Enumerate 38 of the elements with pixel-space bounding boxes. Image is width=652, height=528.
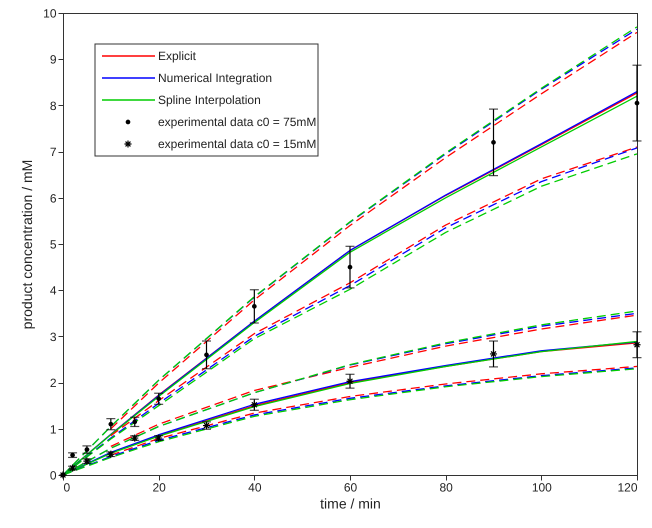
legend-label: Explicit <box>158 49 197 63</box>
y-tick-label: 10 <box>43 6 57 20</box>
point <box>348 264 352 270</box>
y-tick-label: 1 <box>50 422 57 436</box>
x-tick-label: 100 <box>532 480 552 494</box>
y-tick-label: 2 <box>50 376 57 390</box>
x-tick-label: 40 <box>248 480 262 494</box>
legend-label: Numerical Integration <box>158 71 272 85</box>
y-tick-label: 0 <box>50 468 57 482</box>
x-tick-label: 60 <box>344 480 358 494</box>
y-tick-label: 7 <box>50 145 57 160</box>
point <box>634 100 640 106</box>
y-axis-title: product concentration / mM <box>19 160 36 330</box>
point <box>156 396 162 402</box>
point <box>250 400 258 409</box>
y-tick-label: 5 <box>50 238 57 252</box>
point <box>204 352 209 358</box>
point <box>491 140 496 145</box>
point <box>108 422 114 427</box>
x-axis-title: time / min <box>320 496 381 512</box>
point <box>252 304 257 309</box>
point <box>132 420 138 424</box>
x-tick-label: 20 <box>152 480 166 494</box>
legend-label: Spline Interpolation <box>158 93 261 107</box>
point <box>632 340 642 349</box>
y-tick-label: 3 <box>50 330 57 344</box>
point <box>346 377 354 386</box>
y-tick-label: 8 <box>50 98 57 113</box>
x-tick-label: 80 <box>439 480 454 494</box>
y-tick-label: 6 <box>50 191 57 206</box>
y-tick-label: 4 <box>50 284 57 298</box>
y-tick-label: 9 <box>50 52 57 67</box>
point <box>68 464 77 472</box>
x-tick-label: 0 <box>64 480 70 494</box>
legend-label: experimental data c0 = 75mM <box>158 115 316 129</box>
legend-label: experimental data c0 = 15mM <box>158 137 316 151</box>
point <box>489 350 498 358</box>
x-tick-label: 120 <box>617 480 638 494</box>
